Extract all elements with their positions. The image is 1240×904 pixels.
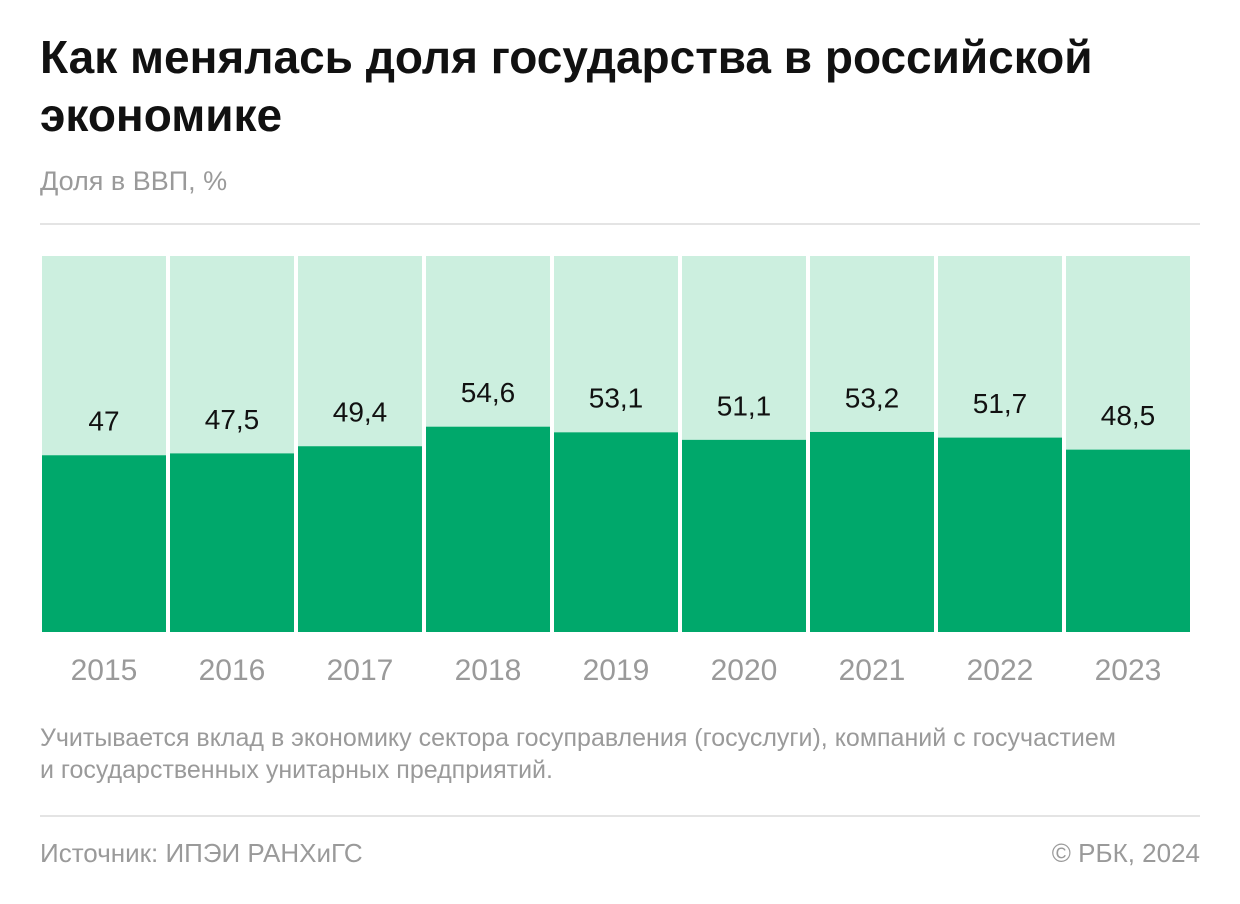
note: Учитывается вклад в экономику сектора го… <box>40 724 1116 784</box>
value-label: 53,1 <box>589 383 644 414</box>
bar <box>682 439 806 632</box>
copyright: © РБК, 2024 <box>1051 838 1200 868</box>
x-tick-label: 2020 <box>711 654 778 687</box>
x-tick-label: 2022 <box>967 654 1034 687</box>
x-tick-label: 2021 <box>839 654 906 687</box>
bar <box>1066 449 1190 632</box>
value-label: 48,5 <box>1101 400 1156 431</box>
value-label: 47 <box>88 406 119 437</box>
bar <box>170 453 294 632</box>
divider <box>40 223 1200 225</box>
value-label: 49,4 <box>333 397 388 428</box>
chart: 47 2015 47,5 2016 49,4 2017 54,6 2018 53,1 2019 51… <box>42 256 1190 687</box>
bar <box>810 431 934 632</box>
x-tick-label: 2017 <box>327 654 394 687</box>
bar <box>298 446 422 632</box>
value-label: 54,6 <box>461 377 516 408</box>
value-label: 51,1 <box>717 390 772 421</box>
bar <box>554 432 678 632</box>
value-label: 51,7 <box>973 388 1028 419</box>
chart-subtitle: Доля в ВВП, % <box>40 166 228 196</box>
value-label: 47,5 <box>205 404 260 435</box>
divider <box>40 815 1200 817</box>
x-tick-label: 2016 <box>199 654 266 687</box>
bar <box>426 426 550 632</box>
x-tick-label: 2023 <box>1095 654 1162 687</box>
x-tick-label: 2018 <box>455 654 522 687</box>
x-tick-label: 2019 <box>583 654 650 687</box>
chart-title: Как менялась доля государства в российск… <box>40 31 1093 141</box>
x-tick-label: 2015 <box>71 654 138 687</box>
value-label: 53,2 <box>845 382 900 413</box>
bar <box>938 437 1062 632</box>
source: Источник: ИПЭИ РАНХиГС <box>40 838 363 868</box>
bar <box>42 455 166 632</box>
